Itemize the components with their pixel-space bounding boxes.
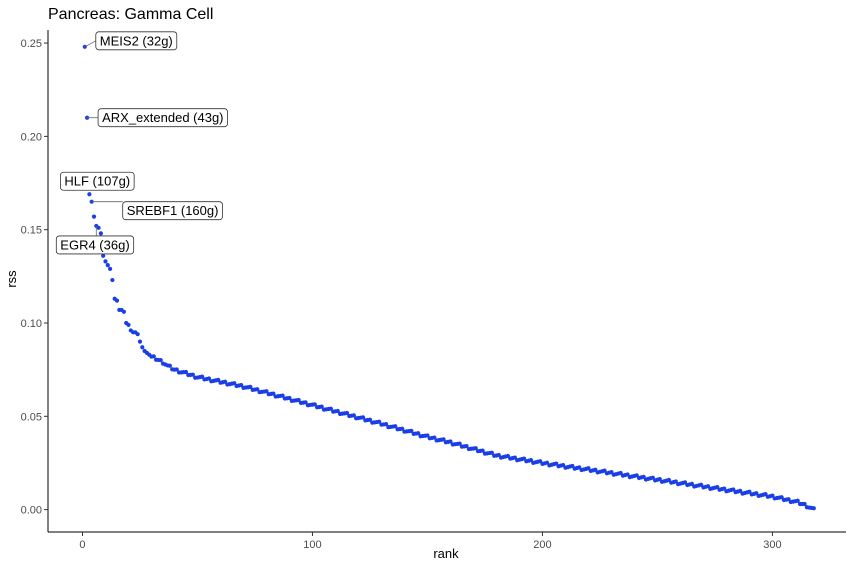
chart-title: Pancreas: Gamma Cell	[48, 6, 213, 23]
x-tick-label: 200	[533, 539, 551, 551]
data-point	[114, 298, 120, 303]
data-point	[312, 402, 317, 407]
axes: 0.00 0.05 0.10 0.15 0.20 0.25 0 100 200 300	[21, 30, 846, 551]
data-point	[280, 393, 285, 398]
data-point	[409, 428, 414, 433]
data-point	[464, 443, 469, 449]
annotation-box	[95, 31, 178, 51]
data-point	[199, 374, 205, 379]
data-point	[795, 498, 800, 503]
data-point	[96, 225, 101, 230]
data-point	[811, 506, 816, 511]
data-point	[151, 354, 156, 359]
y-tick-label: 0.00	[21, 505, 42, 517]
annotation-box	[59, 171, 135, 191]
annotation-leader	[84, 40, 96, 48]
data-point	[174, 367, 179, 372]
data-point	[101, 253, 106, 258]
data-point	[393, 424, 398, 429]
data-point	[480, 448, 485, 453]
data-point	[432, 435, 437, 440]
data-point	[457, 441, 462, 446]
data-point	[335, 408, 340, 414]
annotation-text: ARX_extended (43g)	[102, 110, 223, 125]
data-point	[103, 259, 108, 264]
data-point	[121, 309, 126, 314]
y-tick-label: 0.15	[21, 225, 42, 237]
data-point	[786, 497, 791, 502]
data-point	[110, 277, 115, 283]
annotation-label: MEIS2 (32g)	[84, 31, 178, 51]
data-point	[319, 404, 324, 409]
data-point	[448, 439, 453, 444]
data-point	[377, 419, 382, 424]
annotation-text: MEIS2 (32g)	[100, 33, 173, 48]
annotation-label: EGR4 (36g)	[55, 225, 135, 255]
x-tick-label: 300	[763, 539, 781, 551]
data-point	[183, 369, 189, 375]
data-points	[82, 44, 816, 511]
annotation-text: SREBF1 (160g)	[127, 203, 219, 218]
data-point	[255, 387, 260, 392]
annotation-label: HLF (107g)	[59, 171, 135, 191]
y-tick-label: 0.05	[21, 411, 42, 423]
data-point	[779, 495, 784, 500]
data-point	[473, 446, 478, 451]
data-point	[248, 384, 253, 390]
data-point	[296, 397, 301, 403]
data-point	[158, 358, 163, 363]
annotation-text: EGR4 (36g)	[60, 237, 129, 252]
x-tick-label: 0	[79, 539, 85, 551]
annotation-text: HLF (107g)	[64, 174, 130, 189]
data-point	[89, 199, 94, 204]
data-point	[383, 422, 389, 427]
data-point	[222, 379, 228, 384]
data-point	[400, 426, 405, 431]
data-point	[232, 381, 237, 386]
data-point	[126, 322, 131, 327]
data-point	[216, 377, 221, 383]
annotation-box	[122, 201, 223, 221]
data-point	[416, 431, 421, 436]
data-point	[137, 339, 143, 344]
y-tick-label: 0.10	[21, 318, 42, 330]
data-point	[351, 413, 356, 418]
y-tick-label: 0.20	[21, 131, 42, 143]
data-point	[190, 372, 195, 377]
data-point	[264, 389, 269, 394]
data-point	[167, 363, 172, 368]
data-point	[441, 437, 446, 442]
y-axis-title: rss	[4, 270, 19, 288]
x-axis-title: rank	[433, 546, 459, 561]
y-tick-label: 0.25	[21, 38, 42, 50]
data-point	[802, 501, 807, 507]
data-point	[489, 450, 494, 455]
data-point	[206, 376, 212, 381]
data-point	[425, 433, 430, 438]
data-point	[98, 231, 103, 236]
data-point	[367, 417, 373, 422]
annotation-label: SREBF1 (160g)	[91, 201, 223, 221]
data-point	[91, 214, 97, 219]
data-point	[328, 406, 333, 411]
data-point	[360, 415, 366, 420]
data-point	[287, 395, 292, 401]
data-point	[239, 382, 244, 388]
annotations: MEIS2 (32g) ARX_extended (43g) HLF (107g) S…	[55, 31, 228, 255]
data-point	[87, 192, 92, 197]
data-point	[135, 332, 140, 337]
data-point	[303, 400, 308, 405]
data-point	[770, 493, 775, 498]
data-point	[140, 345, 145, 350]
annotation-box	[97, 108, 228, 128]
data-point	[344, 410, 350, 416]
annotation-label: ARX_extended (43g)	[87, 108, 228, 128]
data-point	[105, 263, 110, 268]
data-point	[271, 391, 276, 396]
x-tick-label: 100	[303, 539, 321, 551]
data-point	[107, 266, 113, 271]
annotation-box	[55, 235, 135, 255]
